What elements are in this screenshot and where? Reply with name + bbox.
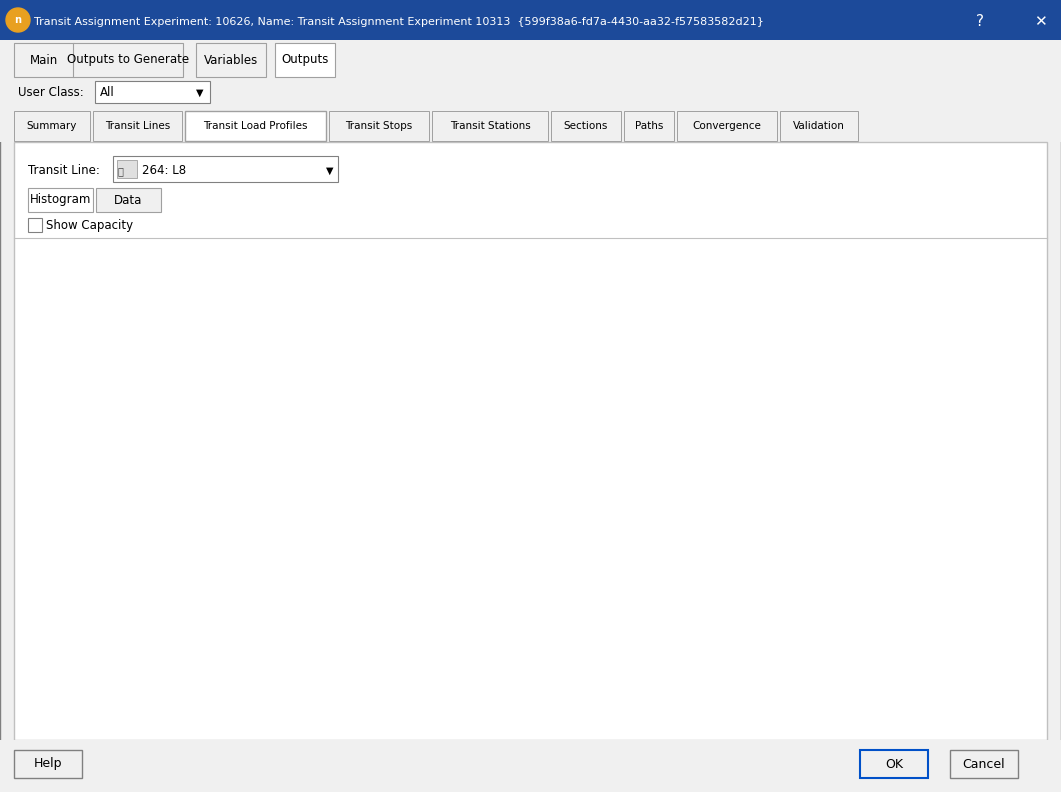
Bar — [291, 497, 314, 700]
Text: Convergence: Convergence — [693, 121, 762, 131]
Y-axis label: Loads: Loads — [33, 451, 47, 497]
Text: Cancel: Cancel — [962, 757, 1006, 771]
FancyBboxPatch shape — [677, 111, 777, 141]
Bar — [503, 690, 527, 700]
Bar — [125, 697, 149, 700]
Bar — [693, 595, 716, 700]
Bar — [858, 695, 882, 700]
Bar — [149, 385, 173, 700]
Bar — [787, 555, 811, 700]
Bar — [976, 688, 999, 700]
FancyBboxPatch shape — [624, 111, 674, 141]
Bar — [999, 699, 1024, 700]
Bar — [433, 528, 456, 700]
FancyBboxPatch shape — [14, 750, 82, 778]
FancyBboxPatch shape — [329, 111, 429, 141]
Text: 🚌: 🚌 — [118, 166, 124, 176]
Text: Transit Stations: Transit Stations — [450, 121, 530, 131]
FancyBboxPatch shape — [950, 750, 1017, 778]
Text: Sections: Sections — [563, 121, 608, 131]
Text: Histogram: Histogram — [30, 193, 91, 207]
Text: Transit Stops: Transit Stops — [346, 121, 413, 131]
FancyBboxPatch shape — [432, 111, 547, 141]
FancyBboxPatch shape — [28, 188, 93, 212]
FancyBboxPatch shape — [114, 156, 338, 182]
FancyBboxPatch shape — [780, 111, 858, 141]
Bar — [220, 540, 243, 700]
Text: Validation: Validation — [793, 121, 845, 131]
FancyBboxPatch shape — [95, 81, 210, 103]
Text: Main: Main — [30, 54, 58, 67]
FancyBboxPatch shape — [14, 43, 74, 77]
Text: User Class:: User Class: — [18, 86, 84, 100]
FancyBboxPatch shape — [185, 111, 326, 141]
Text: Outputs: Outputs — [281, 54, 329, 67]
FancyBboxPatch shape — [28, 218, 42, 232]
Bar — [622, 501, 645, 700]
Text: Transit Line:: Transit Line: — [28, 165, 100, 177]
FancyBboxPatch shape — [551, 111, 621, 141]
Bar — [196, 610, 220, 700]
Circle shape — [6, 8, 30, 32]
FancyBboxPatch shape — [95, 188, 161, 212]
Text: 264: L8: 264: L8 — [142, 165, 186, 177]
FancyBboxPatch shape — [0, 40, 1061, 78]
FancyBboxPatch shape — [196, 43, 266, 77]
Bar — [102, 385, 125, 700]
FancyBboxPatch shape — [860, 750, 928, 778]
Bar — [598, 630, 622, 700]
Text: Help: Help — [34, 757, 63, 771]
FancyBboxPatch shape — [0, 0, 1061, 40]
Text: ▼: ▼ — [196, 88, 204, 98]
Bar — [314, 659, 338, 700]
Text: OK: OK — [885, 757, 903, 771]
FancyBboxPatch shape — [0, 740, 1061, 792]
Bar — [953, 697, 976, 700]
Text: Variables: Variables — [204, 54, 258, 67]
Text: ▼: ▼ — [326, 166, 334, 176]
FancyBboxPatch shape — [0, 78, 1061, 108]
FancyBboxPatch shape — [275, 43, 335, 77]
Bar — [716, 430, 740, 700]
FancyBboxPatch shape — [0, 108, 1061, 142]
FancyBboxPatch shape — [117, 160, 137, 178]
Bar — [338, 290, 362, 700]
Text: Show Capacity: Show Capacity — [46, 219, 133, 231]
FancyBboxPatch shape — [14, 142, 1047, 740]
Text: Paths: Paths — [634, 121, 663, 131]
Text: Summary: Summary — [27, 121, 77, 131]
Text: n: n — [15, 15, 21, 25]
Bar — [574, 692, 598, 700]
Bar — [408, 462, 433, 700]
FancyBboxPatch shape — [0, 40, 1061, 792]
Bar — [243, 451, 267, 700]
Bar — [385, 695, 408, 700]
FancyBboxPatch shape — [73, 43, 182, 77]
Text: ?: ? — [976, 14, 984, 29]
Text: Outputs to Generate: Outputs to Generate — [67, 54, 189, 67]
Text: All: All — [100, 86, 115, 100]
Text: ✕: ✕ — [1033, 14, 1046, 29]
Bar — [882, 518, 905, 700]
Bar — [764, 638, 787, 700]
Bar — [905, 690, 928, 700]
Text: Transit Lines: Transit Lines — [105, 121, 170, 131]
Text: Transit Load Profiles: Transit Load Profiles — [204, 121, 308, 131]
Text: Transit Assignment Experiment: 10626, Name: Transit Assignment Experiment 10313 : Transit Assignment Experiment: 10626, Na… — [34, 17, 764, 27]
Text: Data: Data — [115, 193, 142, 207]
FancyBboxPatch shape — [14, 111, 90, 141]
Bar — [811, 510, 834, 700]
Legend: Boarding, Alighting, Loads: Boarding, Alighting, Loads — [395, 725, 666, 748]
Bar — [527, 436, 551, 700]
Bar — [480, 600, 503, 700]
Bar — [668, 520, 693, 700]
FancyBboxPatch shape — [93, 111, 182, 141]
